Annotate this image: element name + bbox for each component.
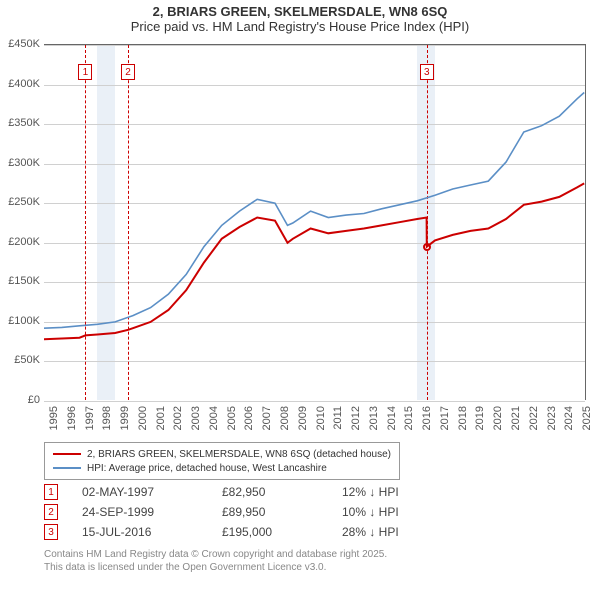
x-tick-label: 2003 xyxy=(190,406,202,430)
sale-diff: 12% ↓ HPI xyxy=(342,485,462,499)
sale-date: 24-SEP-1999 xyxy=(82,505,222,519)
y-tick-label: £400K xyxy=(0,78,40,90)
y-tick-label: £300K xyxy=(0,157,40,169)
y-tick-label: £50K xyxy=(0,354,40,366)
sale-marker-box: 3 xyxy=(420,64,434,80)
x-tick-label: 1999 xyxy=(119,406,131,430)
x-tick-label: 2000 xyxy=(137,406,149,430)
sale-marker-box: 1 xyxy=(78,64,92,80)
y-tick-label: £250K xyxy=(0,196,40,208)
x-tick-label: 1995 xyxy=(48,406,60,430)
sale-diff: 28% ↓ HPI xyxy=(342,525,462,539)
sale-price: £82,950 xyxy=(222,485,342,499)
chart-plot-area xyxy=(44,44,586,400)
x-tick-label: 2006 xyxy=(243,406,255,430)
footer-line2: This data is licensed under the Open Gov… xyxy=(44,561,387,574)
footer-attribution: Contains HM Land Registry data © Crown c… xyxy=(44,548,387,574)
sales-table: 1 02-MAY-1997£82,95012% ↓ HPI 2 24-SEP-1999… xyxy=(44,482,462,542)
sale-row: 2 24-SEP-1999£89,95010% ↓ HPI xyxy=(44,502,462,522)
legend-label: 2, BRIARS GREEN, SKELMERSDALE, WN8 6SQ (… xyxy=(87,449,391,460)
sale-row: 1 02-MAY-1997£82,95012% ↓ HPI xyxy=(44,482,462,502)
x-tick-label: 2017 xyxy=(439,406,451,430)
x-tick-label: 2022 xyxy=(528,406,540,430)
series-hpi xyxy=(44,93,584,329)
y-tick-label: £350K xyxy=(0,117,40,129)
legend-row: HPI: Average price, detached house, West… xyxy=(53,461,391,475)
x-tick-label: 2014 xyxy=(386,406,398,430)
y-tick-label: £150K xyxy=(0,275,40,287)
sale-num: 1 xyxy=(44,484,58,500)
legend-swatch xyxy=(53,453,81,455)
x-tick-label: 2005 xyxy=(226,406,238,430)
x-tick-label: 2015 xyxy=(403,406,415,430)
x-tick-label: 2009 xyxy=(297,406,309,430)
x-tick-label: 2008 xyxy=(279,406,291,430)
series-property xyxy=(44,183,584,339)
x-tick-label: 2001 xyxy=(155,406,167,430)
y-tick-label: £450K xyxy=(0,38,40,50)
sale-diff: 10% ↓ HPI xyxy=(342,505,462,519)
x-tick-label: 2019 xyxy=(474,406,486,430)
x-tick-label: 2013 xyxy=(368,406,380,430)
legend-row: 2, BRIARS GREEN, SKELMERSDALE, WN8 6SQ (… xyxy=(53,447,391,461)
sale-price: £89,950 xyxy=(222,505,342,519)
sale-num: 2 xyxy=(44,504,58,520)
x-tick-label: 2002 xyxy=(172,406,184,430)
footer-line1: Contains HM Land Registry data © Crown c… xyxy=(44,548,387,561)
sale-row: 3 15-JUL-2016£195,00028% ↓ HPI xyxy=(44,522,462,542)
legend-label: HPI: Average price, detached house, West… xyxy=(87,463,327,474)
y-tick-label: £200K xyxy=(0,236,40,248)
legend-swatch xyxy=(53,467,81,469)
x-tick-label: 2018 xyxy=(457,406,469,430)
x-tick-label: 2010 xyxy=(315,406,327,430)
chart-lines xyxy=(44,45,586,401)
x-tick-label: 2004 xyxy=(208,406,220,430)
x-tick-label: 2007 xyxy=(261,406,273,430)
x-tick-label: 2024 xyxy=(563,406,575,430)
x-tick-label: 2012 xyxy=(350,406,362,430)
sale-date: 02-MAY-1997 xyxy=(82,485,222,499)
y-tick-label: £0 xyxy=(0,394,40,406)
x-tick-label: 1998 xyxy=(101,406,113,430)
sale-num: 3 xyxy=(44,524,58,540)
chart-title: 2, BRIARS GREEN, SKELMERSDALE, WN8 6SQ xyxy=(0,4,600,19)
x-tick-label: 2021 xyxy=(510,406,522,430)
sale-date: 15-JUL-2016 xyxy=(82,525,222,539)
x-tick-label: 2011 xyxy=(332,406,344,430)
chart-subtitle: Price paid vs. HM Land Registry's House … xyxy=(0,19,600,34)
x-tick-label: 1997 xyxy=(84,406,96,430)
x-tick-label: 2016 xyxy=(421,406,433,430)
x-tick-label: 2020 xyxy=(492,406,504,430)
x-tick-label: 2023 xyxy=(546,406,558,430)
x-tick-label: 2025 xyxy=(581,406,593,430)
legend: 2, BRIARS GREEN, SKELMERSDALE, WN8 6SQ (… xyxy=(44,442,400,480)
x-tick-label: 1996 xyxy=(66,406,78,430)
y-tick-label: £100K xyxy=(0,315,40,327)
sale-price: £195,000 xyxy=(222,525,342,539)
sale-marker-box: 2 xyxy=(121,64,135,80)
